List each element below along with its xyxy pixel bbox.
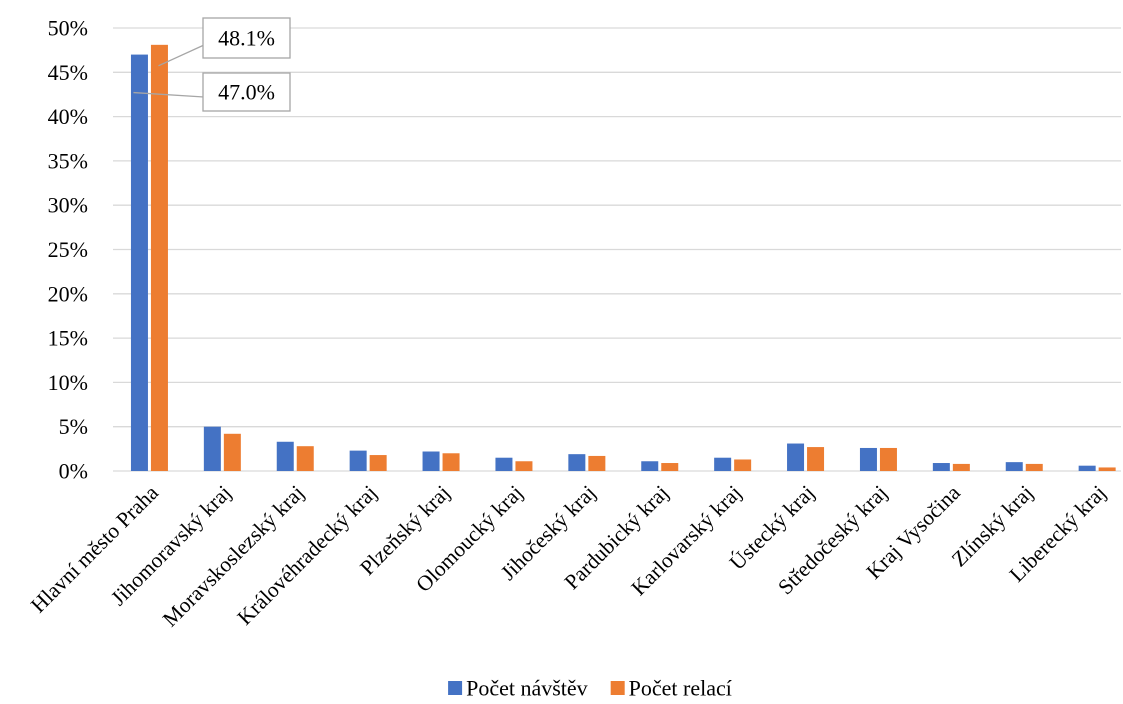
bar-series-1-category-14	[1078, 465, 1096, 471]
data-label-leader-line	[133, 91, 205, 98]
x-tick-label: Královéhradecký kraj	[233, 481, 382, 630]
legend-swatch	[448, 681, 463, 695]
bar-series-1-category-5	[422, 451, 440, 471]
y-tick-label: 25%	[48, 237, 88, 262]
bar-series-1-category-4	[349, 450, 367, 471]
y-tick-label: 10%	[48, 370, 88, 395]
bar-series-1-category-9	[714, 457, 732, 471]
y-tick-label: 45%	[48, 60, 88, 85]
legend-label: Počet relací	[629, 676, 732, 701]
data-label-callout: 48.1%	[158, 17, 291, 67]
bar-series-1-category-10	[787, 443, 805, 471]
legend-label: Počet návštěv	[466, 676, 588, 701]
y-tick-label: 5%	[59, 414, 88, 439]
bar-series-2-category-11	[879, 447, 897, 471]
bar-series-2-category-8	[661, 463, 679, 471]
data-label: 48.1%	[218, 26, 275, 51]
data-label-box	[202, 72, 291, 112]
legend: Počet návštěv Počet relací	[448, 676, 732, 701]
bar-series-2-category-1	[150, 44, 168, 472]
bar-series-2-category-13	[1025, 463, 1043, 471]
bar-series-1-category-12	[932, 463, 950, 471]
y-tick-label: 40%	[48, 104, 88, 129]
x-tick-label: Moravskoslezský kraj	[158, 481, 309, 632]
bar-series-2-category-5	[442, 453, 460, 471]
y-tick-label: 35%	[48, 148, 88, 173]
legend-item-series-1: Počet návštěv	[448, 676, 588, 701]
bar-series-1-category-3	[276, 441, 294, 471]
x-tick-label: Hlavní město Praha	[26, 480, 163, 617]
bar-series-1-category-6	[495, 457, 513, 471]
bars	[130, 44, 1116, 472]
bar-series-1-category-13	[1005, 462, 1023, 471]
bar-series-1-category-8	[641, 461, 659, 471]
data-label-callout: 47.0%	[133, 72, 291, 112]
bar-series-1-category-2	[203, 426, 221, 471]
legend-swatch	[610, 681, 625, 695]
bar-series-1-category-11	[859, 447, 877, 471]
y-tick-label: 50%	[48, 16, 88, 41]
bar-series-2-category-12	[952, 463, 970, 471]
legend-item-series-2: Počet relací	[610, 676, 732, 701]
y-tick-label: 15%	[48, 326, 88, 351]
y-tick-label: 0%	[59, 459, 88, 484]
y-axis: 0% 5% 10% 15% 20% 25% 30% 35% 40% 45% 50%	[48, 16, 88, 484]
y-tick-label: 20%	[48, 281, 88, 306]
data-label: 47.0%	[218, 80, 275, 105]
bar-series-2-category-6	[515, 461, 533, 471]
bar-series-2-category-10	[807, 447, 825, 471]
bar-series-2-category-14	[1098, 467, 1116, 471]
bar-series-1-category-7	[568, 454, 586, 471]
bar-series-2-category-4	[369, 455, 387, 471]
y-tick-label: 30%	[48, 193, 88, 218]
data-label-leader-line	[158, 44, 205, 67]
bar-series-2-category-2	[223, 433, 241, 471]
data-labels: 48.1% 47.0%	[133, 17, 291, 112]
data-label-box	[202, 17, 291, 59]
bar-series-2-category-9	[734, 459, 752, 471]
bar-series-2-category-3	[296, 446, 314, 471]
bar-series-1-category-1	[130, 54, 148, 471]
bar-series-2-category-7	[588, 455, 606, 471]
